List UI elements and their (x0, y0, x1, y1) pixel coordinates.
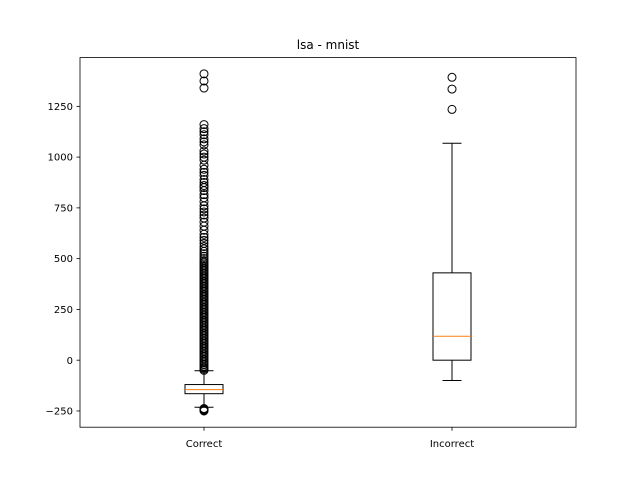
box-iqr (432, 272, 472, 361)
chart-title: lsa - mnist (297, 38, 360, 52)
flier-point (199, 404, 209, 414)
y-tick-label: 0 (67, 356, 73, 367)
x-tick-label: Correct (186, 439, 223, 450)
plot-layer (184, 69, 472, 416)
flier-point (199, 207, 209, 217)
flier-point (199, 164, 209, 174)
flier-point (199, 241, 209, 251)
flier-point (199, 130, 209, 140)
flier-point (199, 235, 209, 245)
y-tick-label: −250 (46, 407, 73, 418)
flier-point (199, 406, 209, 416)
plot-frame (79, 57, 577, 428)
box-incorrect (432, 72, 472, 381)
flier-point (447, 104, 457, 114)
flier-point (199, 152, 209, 162)
flier-point (199, 120, 209, 130)
flier-point (199, 181, 209, 191)
flier-point (199, 127, 209, 137)
flier-point (199, 140, 209, 150)
y-tick-label: 250 (54, 305, 73, 316)
flier-point (199, 210, 209, 220)
flier-point (199, 167, 209, 177)
flier-point (199, 254, 209, 264)
flier-point (199, 244, 209, 254)
flier-point (199, 124, 209, 134)
flier-point (199, 69, 209, 79)
flier-point (199, 213, 209, 223)
flier-point (199, 137, 209, 147)
flier-point (199, 170, 209, 180)
y-tick-label: 500 (54, 254, 73, 265)
flier-point (447, 72, 457, 82)
flier-point (199, 177, 209, 187)
y-tick-label: 750 (54, 203, 73, 214)
flier-point (199, 83, 209, 93)
box-iqr (184, 384, 224, 395)
flier-point (199, 149, 209, 159)
flier-point (199, 190, 209, 200)
flier-point (199, 204, 209, 214)
flier-point (447, 84, 457, 94)
flier-point (199, 174, 209, 184)
flier-point (199, 249, 209, 259)
y-axis: −250 0 250 500 750 1000 1250 (46, 102, 80, 418)
flier-point (199, 193, 209, 203)
flier-point (199, 251, 209, 261)
flier-point (199, 134, 209, 144)
flier-point (199, 155, 209, 165)
flier-point (199, 232, 209, 242)
flier-point (199, 238, 209, 248)
flier-point (199, 76, 209, 86)
flier-point (199, 146, 209, 156)
y-tick-label: 1250 (48, 102, 73, 113)
box-correct (184, 69, 224, 416)
x-tick-label: Incorrect (430, 439, 474, 450)
y-tick-label: 1000 (48, 153, 73, 164)
x-axis: Correct Incorrect (186, 427, 474, 450)
flier-point (199, 217, 209, 227)
flier-point (199, 197, 209, 207)
